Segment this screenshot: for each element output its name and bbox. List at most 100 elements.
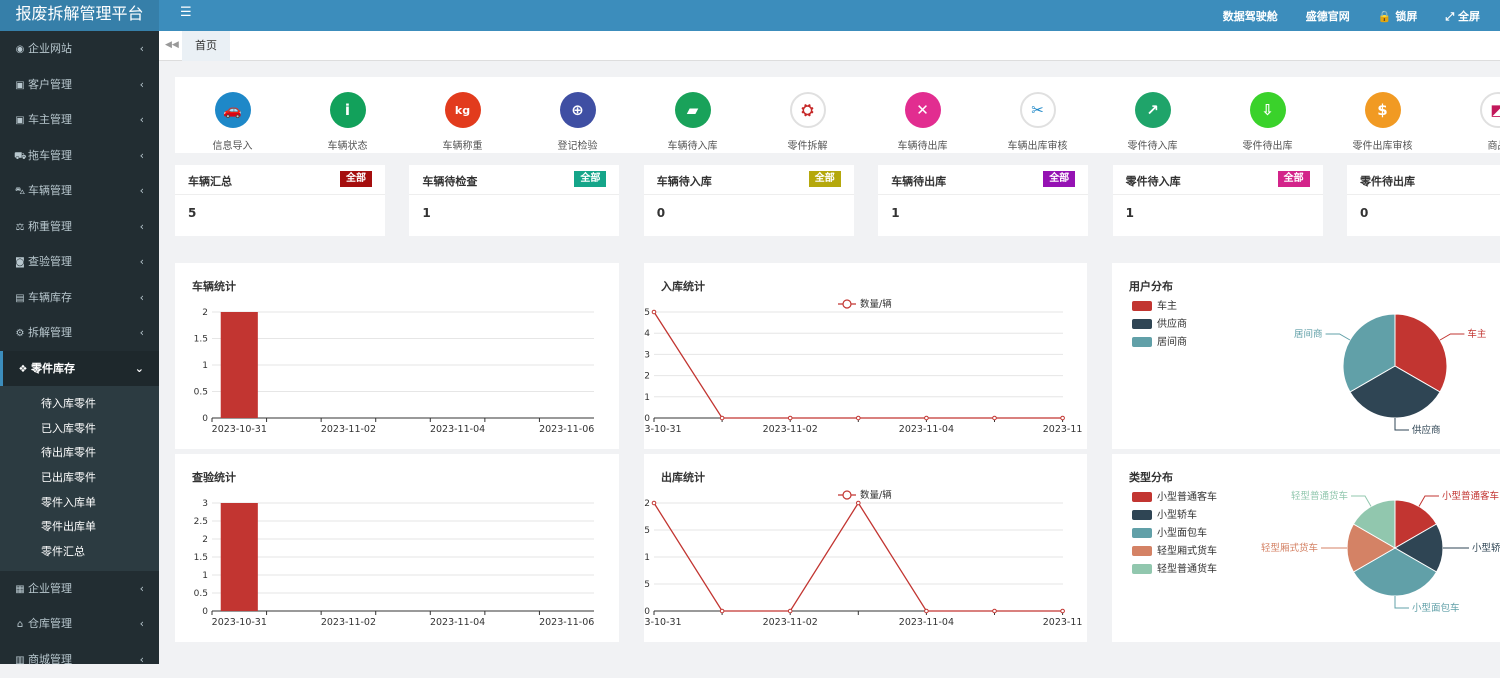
chevron-left-icon: ‹ xyxy=(140,280,144,316)
card-title: 车辆汇总 xyxy=(188,175,232,188)
id-card-icon: ▣ xyxy=(14,68,26,104)
label-line xyxy=(1326,334,1350,340)
sidebar-item-8[interactable]: ⚙拆解管理‹ xyxy=(0,315,159,351)
quick-action-7[interactable]: ✂车辆出库审核 xyxy=(980,77,1095,152)
all-badge[interactable]: 全部 xyxy=(1043,171,1075,187)
all-badge[interactable]: 全部 xyxy=(809,171,841,187)
card-title: 车辆待出库 xyxy=(891,175,946,188)
slice-label: 小型轿 xyxy=(1472,542,1500,554)
menu-toggle-icon[interactable]: ☰ xyxy=(180,6,192,20)
y-tick-label: 0.5 xyxy=(194,388,208,398)
quick-action-9[interactable]: ⇩零件待出库 xyxy=(1210,77,1325,152)
sidebar-item-7[interactable]: ▤车辆库存‹ xyxy=(0,280,159,316)
quick-action-10[interactable]: $零件出库审核 xyxy=(1325,77,1440,152)
cubes-icon: ❖ xyxy=(17,352,29,388)
sidebar-item-11[interactable]: ⌂仓库管理‹ xyxy=(0,606,159,642)
y-tick-label: 3 xyxy=(202,499,208,509)
x-tick-label: 2023-11 xyxy=(1043,617,1083,628)
legend-item[interactable]: 轻型厢式货车 xyxy=(1132,544,1217,562)
legend-item[interactable]: 居间商 xyxy=(1132,335,1187,353)
y-tick-label: 0.5 xyxy=(644,580,650,590)
submenu-item[interactable]: 已出库零件 xyxy=(0,466,159,491)
label-line xyxy=(1351,496,1371,506)
all-badge[interactable]: 全部 xyxy=(1278,171,1310,187)
quick-action-4[interactable]: ▰车辆待入库 xyxy=(635,77,750,152)
submenu-item[interactable]: 待出库零件 xyxy=(0,441,159,466)
submenu-item[interactable]: 待入库零件 xyxy=(0,392,159,417)
legend-swatch xyxy=(1132,337,1152,347)
sidebar-item-label: 客户管理 xyxy=(28,78,72,91)
topnav-website[interactable]: 盛德官网 xyxy=(1306,8,1350,24)
y-tick-label: 2 xyxy=(202,535,208,545)
bar xyxy=(221,312,258,418)
sidebar-item-label: 企业管理 xyxy=(28,582,72,595)
all-badge[interactable]: 全部 xyxy=(574,171,606,187)
card-value: 1 xyxy=(1113,195,1323,231)
data-point xyxy=(720,609,724,613)
x-tick-label: 2023-11-04 xyxy=(899,424,954,435)
sidebar-item-4[interactable]: ⛍车辆管理‹ xyxy=(0,173,159,209)
submenu-item[interactable]: 零件出库单 xyxy=(0,515,159,540)
quick-action-11[interactable]: ◩商品 xyxy=(1440,77,1500,152)
quick-action-3[interactable]: ⊕登记检验 xyxy=(520,77,635,152)
chart-svg: 0123452023-10-312023-11-022023-11-042023… xyxy=(644,263,1087,449)
data-point xyxy=(993,416,997,420)
chevron-left-icon: ‹ xyxy=(140,173,144,209)
submenu-item[interactable]: 已入库零件 xyxy=(0,417,159,442)
submenu-item[interactable]: 零件汇总 xyxy=(0,540,159,565)
quick-action-6[interactable]: ✕车辆待出库 xyxy=(865,77,980,152)
legend-swatch xyxy=(1132,546,1152,556)
quick-action-label: 车辆称重 xyxy=(405,137,520,152)
legend-swatch xyxy=(1132,319,1152,329)
app-title[interactable]: 报废拆解管理平台 xyxy=(0,0,159,31)
sidebar-item-5[interactable]: ⚖称重管理‹ xyxy=(0,209,159,245)
x-tick-label: 2023-10-31 xyxy=(212,424,267,435)
sidebar-item-12[interactable]: ▥商城管理‹ xyxy=(0,642,159,678)
all-badge[interactable]: 全部 xyxy=(340,171,372,187)
legend-swatch xyxy=(1132,510,1152,520)
tab-home[interactable]: 首页 xyxy=(182,31,230,61)
data-point xyxy=(925,609,929,613)
legend-item[interactable]: 小型面包车 xyxy=(1132,526,1217,544)
x-tick-label: 2023-11-02 xyxy=(321,617,376,628)
legend-item[interactable]: 车主 xyxy=(1132,299,1187,317)
bus-icon: ▤ xyxy=(14,281,26,317)
legend-item[interactable]: 小型普通客车 xyxy=(1132,490,1217,508)
slice-label: 小型普通客车 xyxy=(1442,490,1499,502)
scale-icon: ⚖ xyxy=(14,210,26,246)
legend-item[interactable]: 小型轿车 xyxy=(1132,508,1217,526)
submenu-item[interactable]: 零件入库单 xyxy=(0,491,159,516)
quick-action-5[interactable]: ⛭零件拆解 xyxy=(750,77,865,152)
x-tick-label: 2023-10-31 xyxy=(644,424,682,435)
quick-action-8[interactable]: ↗零件待入库 xyxy=(1095,77,1210,152)
cogs-icon: ⚙ xyxy=(14,316,26,352)
chart-panel-4: 出库统计00.511.522023-10-312023-11-022023-11… xyxy=(644,454,1087,642)
legend-label: 车主 xyxy=(1157,301,1177,312)
quick-action-0[interactable]: 🚗信息导入 xyxy=(175,77,290,152)
sidebar-item-label: 拆解管理 xyxy=(28,326,72,339)
sidebar-item-1[interactable]: ▣客户管理‹ xyxy=(0,67,159,103)
card-header: 车辆汇总 全部 xyxy=(175,165,385,195)
sidebar-item-2[interactable]: ▣车主管理‹ xyxy=(0,102,159,138)
sidebar-item-label: 拖车管理 xyxy=(28,149,72,162)
topnav-lock[interactable]: 🔒 锁屏 xyxy=(1378,8,1418,24)
topnav-fullscreen[interactable]: ⤢ 全屏 xyxy=(1445,8,1480,24)
sidebar-item-10[interactable]: ▦企业管理‹ xyxy=(0,571,159,607)
sidebar-item-3[interactable]: ⛟拖车管理‹ xyxy=(0,138,159,174)
legend-item[interactable]: 供应商 xyxy=(1132,317,1187,335)
sidebar-item-0[interactable]: ◉企业网站‹ xyxy=(0,31,159,67)
data-point xyxy=(857,501,861,505)
globe-icon: ◉ xyxy=(14,32,26,68)
data-point xyxy=(993,609,997,613)
legend-item[interactable]: 轻型普通货车 xyxy=(1132,562,1217,580)
chevron-left-icon: ‹ xyxy=(140,642,144,678)
sidebar-item-9[interactable]: ❖零件库存⌄ xyxy=(0,351,159,387)
legend-label: 供应商 xyxy=(1157,319,1187,330)
topnav-dashboard[interactable]: 数据驾驶舱 xyxy=(1223,8,1278,24)
legend-swatch xyxy=(1132,564,1152,574)
quick-action-label: 车辆待入库 xyxy=(635,137,750,152)
sidebar-item-6[interactable]: ◙查验管理‹ xyxy=(0,244,159,280)
tab-scroll-left-icon[interactable]: ◀◀ xyxy=(165,40,179,50)
